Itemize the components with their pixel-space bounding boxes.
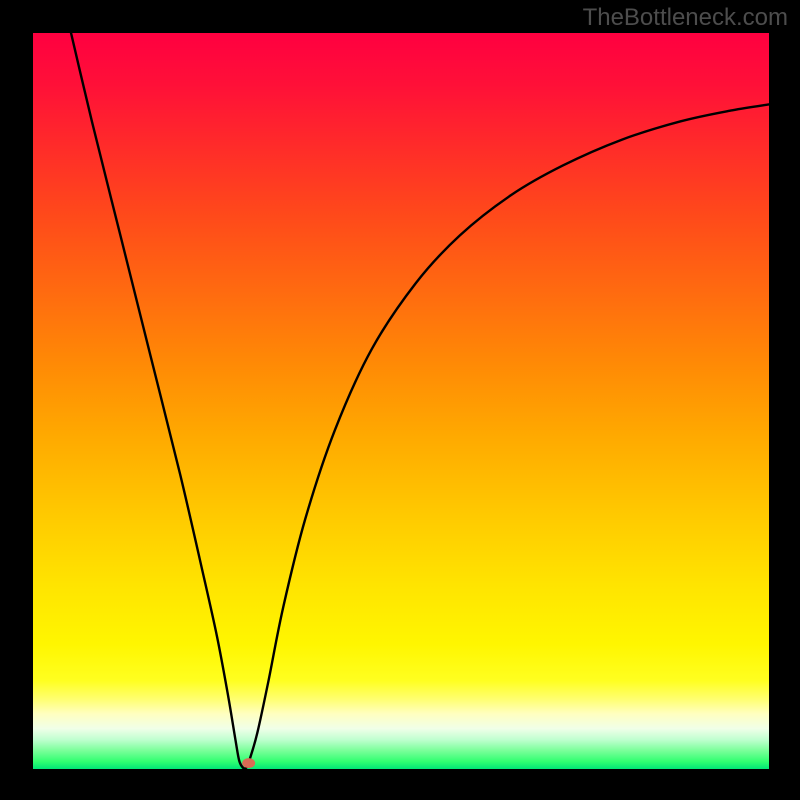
chart-container: TheBottleneck.com — [0, 0, 800, 800]
bottleneck-chart — [0, 0, 800, 800]
optimal-point-marker — [242, 758, 255, 768]
gradient-background — [33, 33, 769, 769]
watermark-text: TheBottleneck.com — [583, 4, 788, 32]
